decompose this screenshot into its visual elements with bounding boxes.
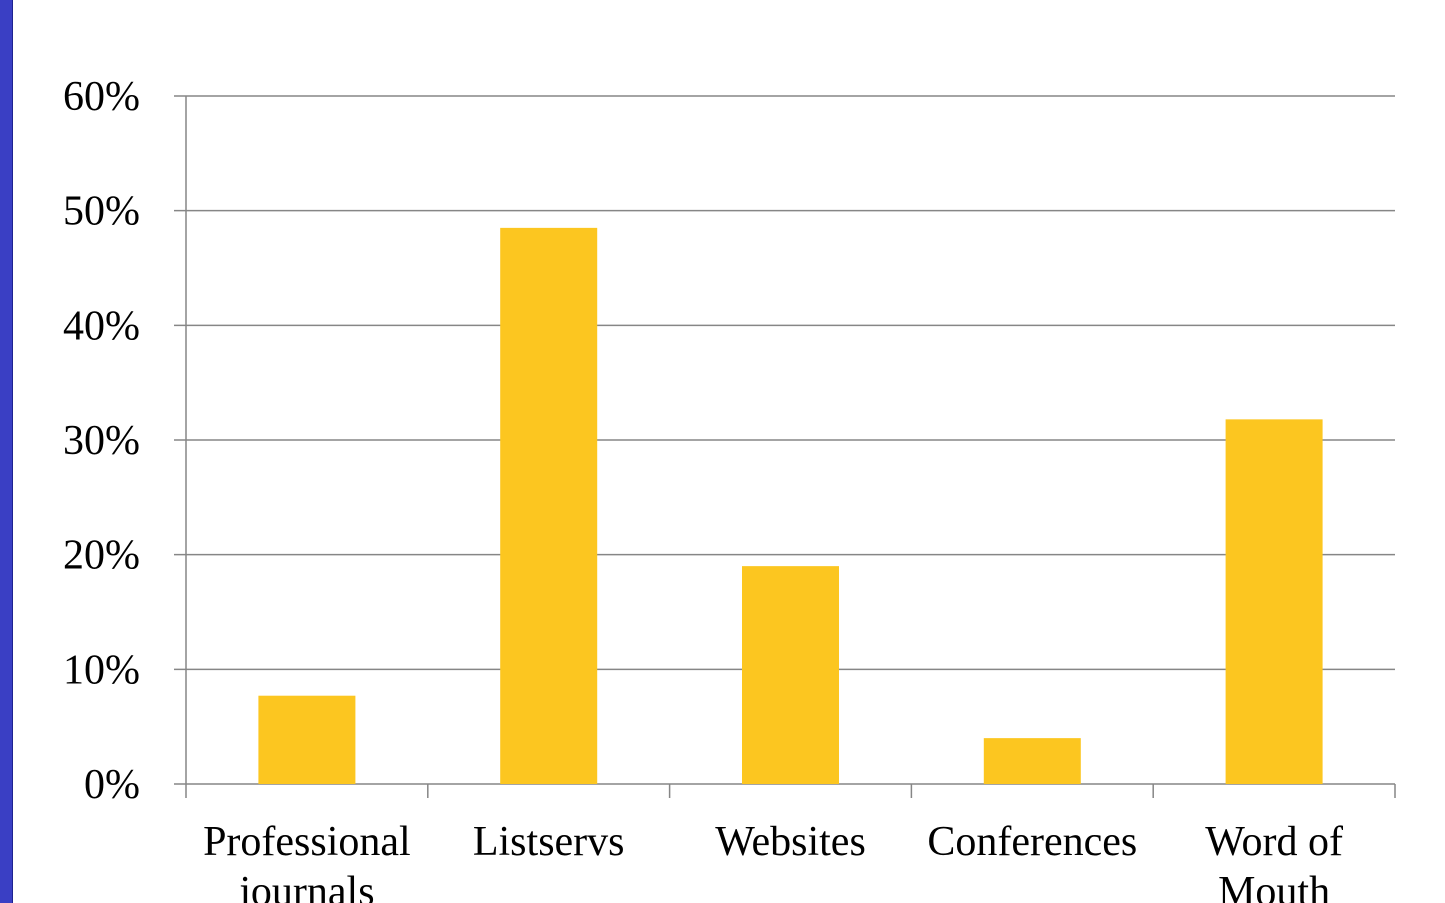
- bars: [258, 227, 1323, 784]
- y-tick-labels: 0% 10% 20% 30% 40% 50% 60%: [63, 74, 140, 808]
- grid-lines: [174, 95, 1395, 785]
- left-accent-bar: [0, 0, 13, 903]
- x-tick-labels: Professional journals Listservs Websites Con…: [203, 819, 1343, 903]
- y-tick-label: 50%: [63, 189, 140, 235]
- x-tick-label: Listservs: [473, 819, 625, 865]
- y-tick-label: 0%: [84, 762, 140, 808]
- y-tick-label: 20%: [63, 533, 140, 579]
- bar: [258, 695, 356, 784]
- bar: [742, 566, 839, 784]
- bar: [983, 738, 1081, 784]
- y-tick-label: 10%: [63, 647, 140, 693]
- x-tick-label: Websites: [715, 819, 866, 865]
- x-tick-label: Word of Mouth: [1205, 819, 1343, 903]
- x-tick-label: Conferences: [927, 819, 1137, 865]
- y-tick-label: 40%: [63, 303, 140, 349]
- y-tick-label: 60%: [63, 74, 140, 120]
- bar: [500, 227, 598, 784]
- axes: [185, 96, 1396, 798]
- x-tick-label: Professional journals: [203, 819, 411, 903]
- y-tick-label: 30%: [63, 418, 140, 464]
- bar: [1225, 419, 1323, 784]
